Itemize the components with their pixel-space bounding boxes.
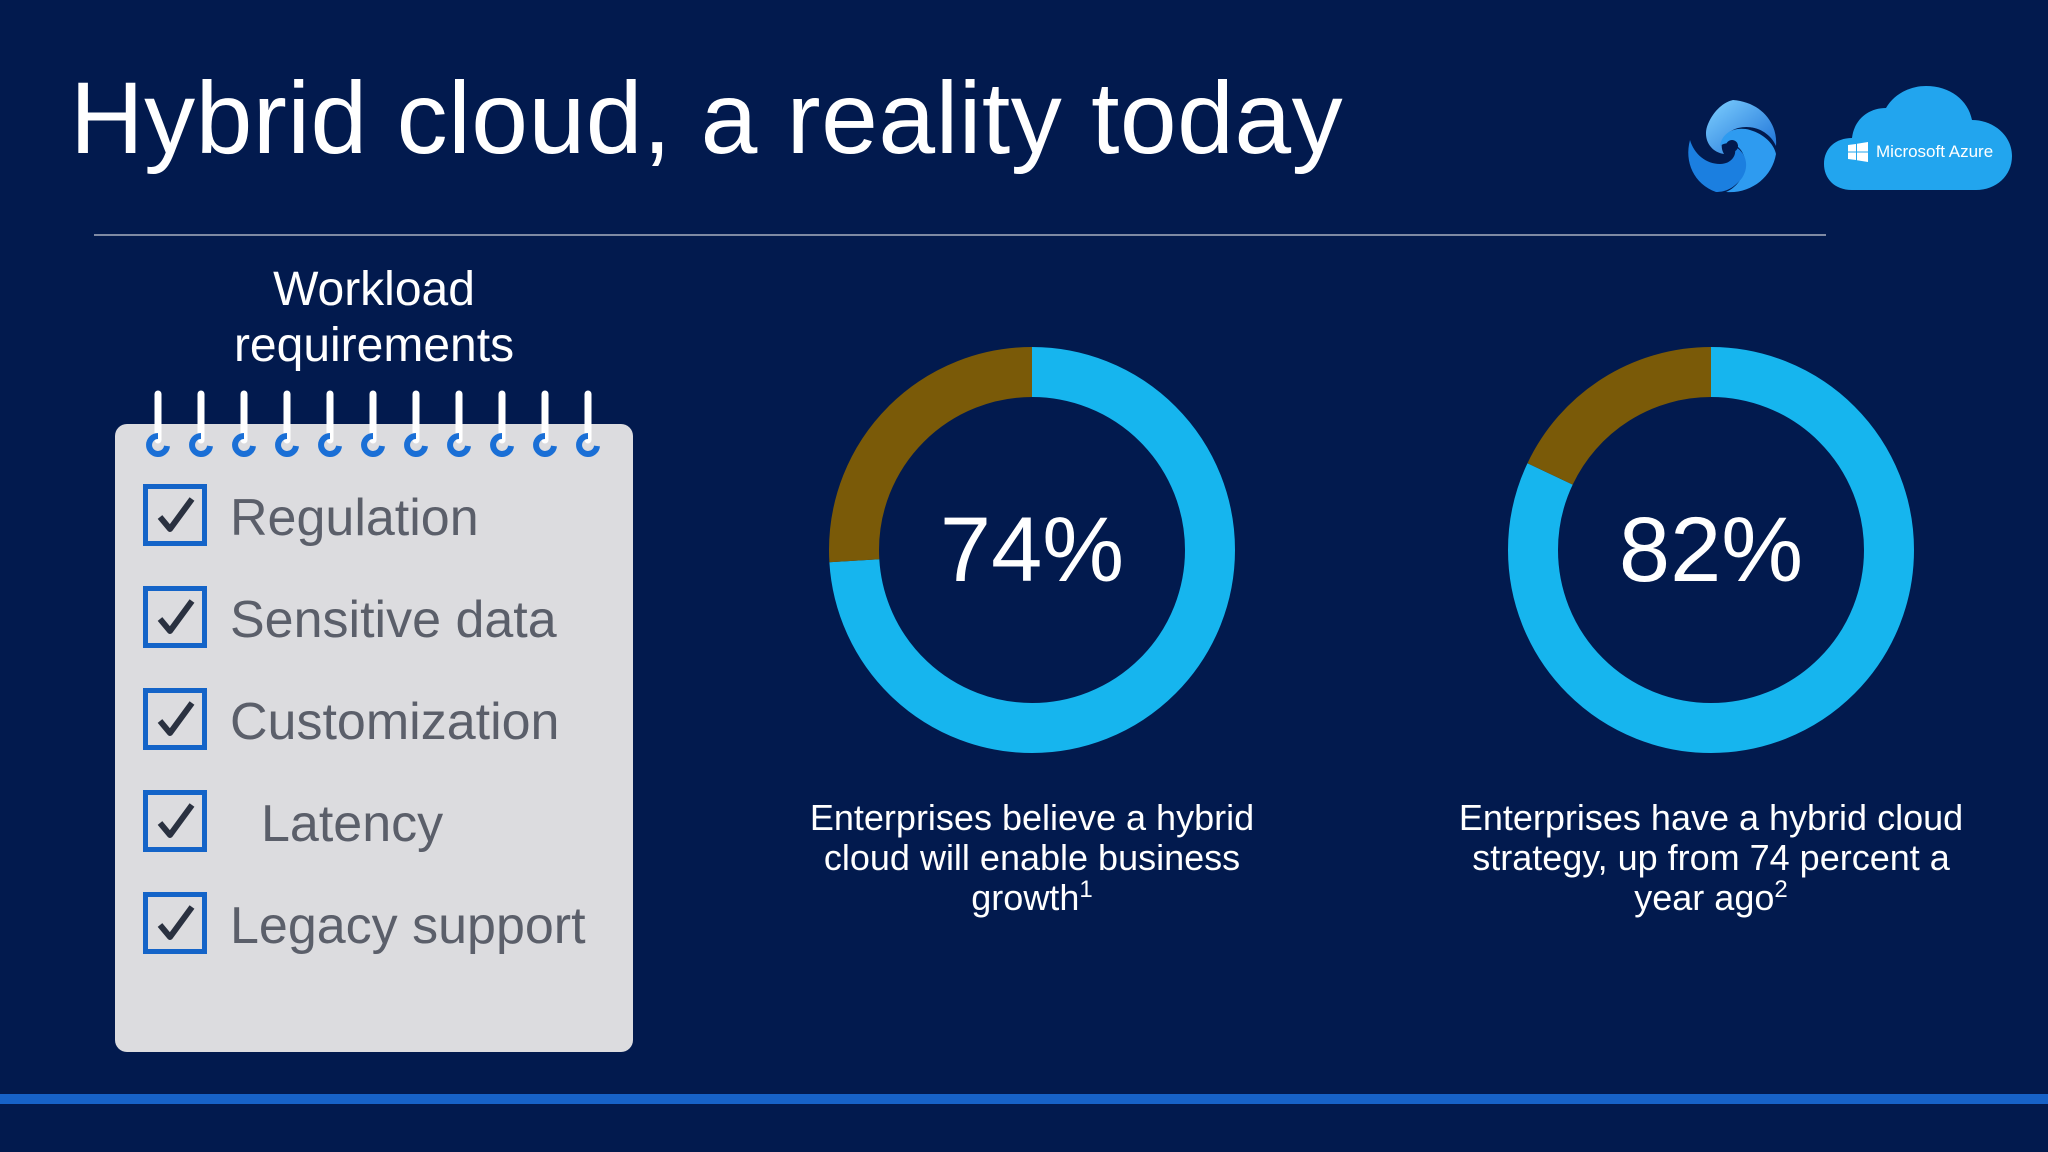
requirement-label: Regulation xyxy=(230,489,479,547)
binding-ring xyxy=(232,390,256,457)
requirement-label: Legacy support xyxy=(230,897,586,955)
binding-ring xyxy=(146,390,170,457)
binding-ring xyxy=(318,390,342,457)
checkbox-regulation[interactable] xyxy=(143,484,207,546)
binding-ring xyxy=(404,390,428,457)
binding-ring xyxy=(490,390,514,457)
caption-text: Enterprises believe a hybrid cloud will … xyxy=(809,797,1255,918)
bottom-accent-bar xyxy=(0,1094,2048,1104)
requirement-latency: Latency xyxy=(143,790,603,860)
checkbox-sensitive-data[interactable] xyxy=(143,586,207,648)
footnote-marker: 2 xyxy=(1774,876,1788,903)
checkmark-icon xyxy=(157,803,195,838)
azure-logo-label: Microsoft Azure xyxy=(1876,142,1994,161)
checkmark-icon xyxy=(157,599,195,634)
notepad-binding-rings xyxy=(146,390,600,457)
donut-value-label: 74% xyxy=(939,498,1125,601)
requirement-sensitive-data: Sensitive data xyxy=(143,586,603,656)
windows-logo-icon xyxy=(1848,142,1868,162)
slide-title: Hybrid cloud, a reality today xyxy=(70,61,1344,175)
checkbox-customization[interactable] xyxy=(143,688,207,750)
donut-strategy-svg xyxy=(1508,347,1914,753)
requirement-legacy-support: Legacy support xyxy=(143,892,603,962)
requirement-regulation: Regulation xyxy=(143,484,603,554)
title-divider xyxy=(94,234,1826,236)
donut-slice-remainder xyxy=(1508,347,1914,753)
footnote-marker: 1 xyxy=(1079,876,1093,903)
requirement-label: Sensitive data xyxy=(230,591,557,649)
donut-caption-strategy: Enterprises have a hybrid cloud strategy… xyxy=(1451,798,1971,918)
requirement-label: Latency xyxy=(261,795,444,853)
checkbox-latency[interactable] xyxy=(143,790,207,852)
checkbox-legacy-support[interactable] xyxy=(143,892,207,954)
binding-ring xyxy=(275,390,299,457)
donut-slice-remainder xyxy=(829,347,1235,753)
checkmark-icon xyxy=(157,905,195,940)
binding-ring xyxy=(576,390,600,457)
checkmark-icon xyxy=(157,701,195,736)
caption-text: Enterprises have a hybrid cloud strategy… xyxy=(1458,797,1964,918)
checkmark-icon xyxy=(157,497,195,532)
azure-cloud-icon xyxy=(1824,86,2012,190)
donut-value-label: 82% xyxy=(1618,498,1804,601)
binding-ring xyxy=(189,390,213,457)
binding-ring xyxy=(533,390,557,457)
workload-heading: Workload requirements xyxy=(233,263,515,372)
azure-cloud-shape xyxy=(1824,86,2012,190)
requirement-label: Customization xyxy=(230,693,560,751)
donut-chart-growth: 74% xyxy=(822,340,1242,760)
swirl-logo-icon xyxy=(1688,100,1777,193)
binding-ring xyxy=(447,390,471,457)
donut-caption-growth: Enterprises believe a hybrid cloud will … xyxy=(772,798,1292,918)
donut-growth-svg xyxy=(829,347,1235,753)
donut-chart-strategy: 82% xyxy=(1501,340,1921,760)
binding-ring xyxy=(361,390,385,457)
requirement-customization: Customization xyxy=(143,688,603,758)
